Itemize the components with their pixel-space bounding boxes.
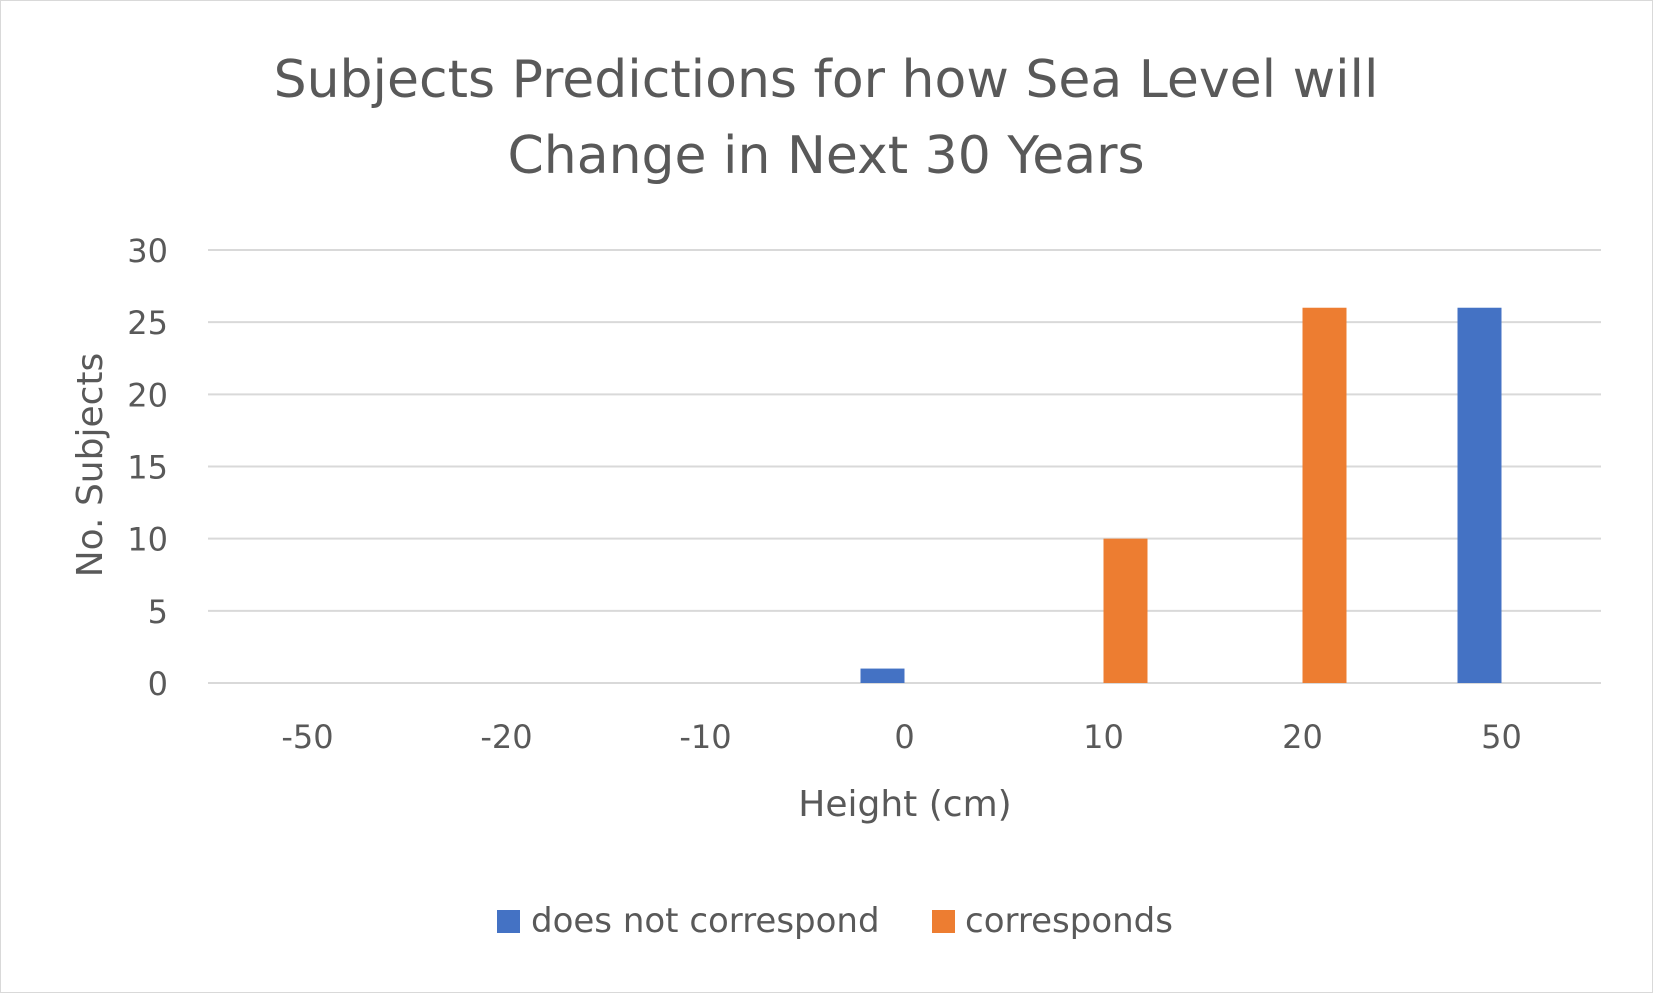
- x-tick-label: 20: [1282, 718, 1323, 756]
- legend-swatch-does-not-correspond: [497, 910, 520, 933]
- y-axis-ticks: 0 5 10 15 20 25 30: [127, 232, 168, 703]
- y-tick-label: 5: [148, 593, 168, 631]
- bar-does-not-correspond-50: [1457, 307, 1502, 683]
- chart-title-line-2: Change in Next 30 Years: [507, 126, 1144, 186]
- y-tick-label: 0: [148, 665, 168, 703]
- chart-title: Subjects Predictions for how Sea Level w…: [274, 50, 1379, 186]
- legend-label-corresponds: corresponds: [965, 901, 1173, 941]
- y-tick-label: 30: [127, 232, 168, 270]
- bar-corresponds-20: [1302, 307, 1347, 683]
- chart-title-line-1: Subjects Predictions for how Sea Level w…: [274, 50, 1379, 110]
- x-tick-label: 50: [1481, 718, 1522, 756]
- y-axis-title: No. Subjects: [70, 353, 111, 578]
- y-tick-label: 10: [127, 521, 168, 559]
- legend-label-does-not-correspond: does not correspond: [531, 901, 880, 941]
- bars: [860, 307, 1502, 683]
- legend-swatch-corresponds: [932, 910, 955, 933]
- x-axis-ticks: -50 -20 -10 0 10 20 50: [281, 718, 1521, 756]
- x-axis-title: Height (cm): [798, 784, 1011, 825]
- x-tick-label: -50: [281, 718, 333, 756]
- x-tick-label: -20: [480, 718, 532, 756]
- y-tick-label: 20: [127, 376, 168, 414]
- bar-corresponds-10: [1103, 538, 1148, 683]
- x-tick-label: 0: [894, 718, 914, 756]
- bar-does-not-correspond-0: [860, 668, 905, 683]
- y-tick-label: 15: [127, 449, 168, 487]
- x-tick-label: 10: [1083, 718, 1124, 756]
- x-tick-label: -10: [679, 718, 731, 756]
- gridlines: [208, 249, 1601, 684]
- y-tick-label: 25: [127, 304, 168, 342]
- legend: does not correspond corresponds: [497, 901, 1173, 941]
